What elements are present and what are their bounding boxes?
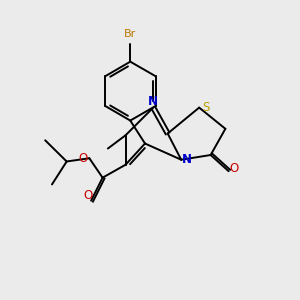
Text: S: S xyxy=(202,101,209,114)
Text: Br: Br xyxy=(124,29,136,39)
Text: N: N xyxy=(182,153,191,166)
Text: O: O xyxy=(229,162,238,175)
Text: O: O xyxy=(83,189,93,202)
Text: O: O xyxy=(78,152,88,165)
Text: N: N xyxy=(148,94,158,108)
